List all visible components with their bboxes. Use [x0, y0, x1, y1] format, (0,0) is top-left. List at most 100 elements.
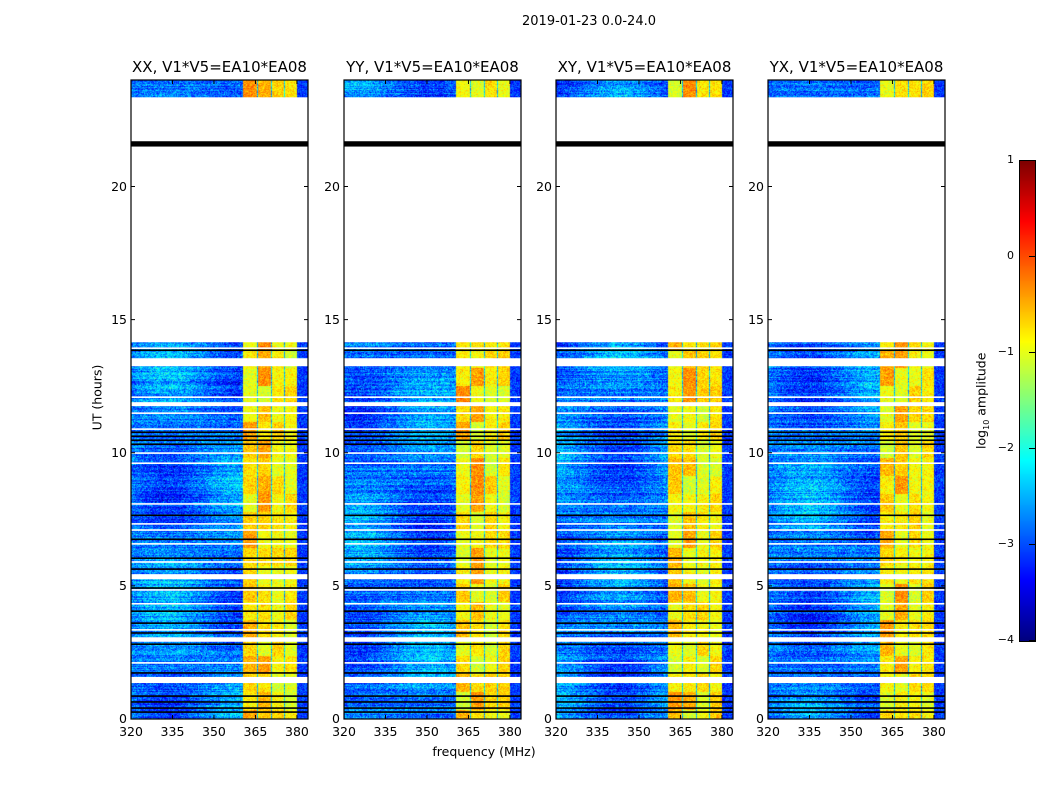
flagged-line [131, 529, 308, 531]
black-line [344, 711, 521, 713]
x-tick-label: 380 [922, 724, 946, 739]
flagged-line [344, 396, 521, 398]
black-line [556, 431, 733, 434]
black-line [556, 622, 733, 624]
black-line [768, 435, 945, 438]
flagged-line [344, 589, 521, 591]
flagged-line [768, 523, 945, 525]
flagged-range [768, 402, 945, 407]
y-tick-label: 15 [536, 311, 552, 327]
flagged-line [556, 561, 733, 563]
y-tick-label: 20 [111, 178, 127, 194]
y-axis-label: UT (hours) [89, 364, 105, 431]
black-line [556, 557, 733, 559]
flagged-line [344, 529, 521, 531]
x-axis-label: frequency (MHz) [432, 744, 536, 759]
black-line [556, 643, 733, 645]
black-line [556, 568, 733, 570]
flagged-line [768, 503, 945, 505]
flagged-line [344, 503, 521, 505]
x-tick-label: 380 [498, 724, 522, 739]
axes-frame [555, 79, 734, 720]
flagged-range [768, 97, 945, 343]
flagged-line [768, 412, 945, 414]
black-line [768, 622, 945, 624]
flagged-range [131, 574, 308, 580]
flagged-line [768, 428, 945, 430]
colorbar-label: log10 amplitude [973, 352, 991, 449]
black-line [768, 701, 945, 703]
black-line [131, 632, 308, 634]
black-line [131, 695, 308, 697]
black-line [768, 349, 945, 352]
flagged-line [556, 629, 733, 631]
flagged-line [344, 428, 521, 430]
panel-overlay [130, 79, 309, 720]
y-tick-label: 5 [332, 577, 340, 593]
colorbar-tick [1029, 352, 1035, 353]
y-tick-label: 0 [544, 711, 552, 726]
black-line [344, 349, 521, 352]
black-band [768, 141, 945, 147]
black-line [131, 514, 308, 517]
black-line [556, 711, 733, 713]
black-line [344, 695, 521, 697]
black-line [344, 568, 521, 570]
flagged-line [556, 602, 733, 605]
y-tick-label: 15 [111, 311, 127, 327]
flagged-range [768, 574, 945, 580]
y-tick-label: 15 [324, 311, 340, 327]
flagged-line [556, 412, 733, 414]
flagged-line [768, 543, 945, 545]
flagged-line [556, 543, 733, 545]
black-line [768, 632, 945, 634]
black-line [344, 701, 521, 703]
flagged-line [131, 452, 308, 454]
flagged-line [131, 523, 308, 525]
colorbar-tick [1029, 160, 1035, 161]
x-tick-label: 320 [332, 724, 356, 739]
flagged-line [344, 452, 521, 454]
x-tick-label: 335 [160, 724, 185, 739]
black-line [556, 707, 733, 709]
x-tick-label: 365 [456, 724, 481, 739]
x-tick-label: 365 [243, 724, 268, 739]
flagged-range [344, 97, 521, 343]
flagged-line [556, 462, 733, 464]
panel-overlay [555, 79, 734, 720]
y-tick-label: 5 [756, 577, 764, 593]
flagged-range [131, 358, 308, 367]
x-tick-label: 380 [710, 724, 734, 739]
figure-title: 2019-01-23 0.0-24.0 [522, 14, 656, 29]
colorbar-tick-label: −1 [997, 345, 1014, 358]
x-tick-label: 335 [585, 724, 610, 739]
y-tick-label: 5 [119, 577, 127, 593]
black-line [556, 443, 733, 446]
black-band [556, 141, 733, 147]
flagged-line [344, 347, 521, 349]
black-line [556, 439, 733, 442]
colorbar-tick [1029, 256, 1035, 257]
black-line [768, 707, 945, 709]
black-line [131, 557, 308, 559]
flagged-line [768, 529, 945, 531]
x-tick-label: 365 [668, 724, 693, 739]
black-line [768, 643, 945, 645]
flagged-range [556, 574, 733, 580]
y-tick-label: 10 [111, 444, 127, 460]
flagged-line [768, 452, 945, 454]
colorbar-tick-label: −4 [997, 633, 1014, 646]
black-line [131, 431, 308, 434]
black-line [768, 587, 945, 589]
black-line [344, 587, 521, 589]
x-tick-label: 365 [880, 724, 905, 739]
black-line [344, 435, 521, 438]
flagged-line [131, 589, 308, 591]
flagged-line [768, 396, 945, 398]
black-band [344, 141, 521, 147]
flagged-line [131, 396, 308, 398]
black-line [556, 695, 733, 697]
flagged-line [556, 523, 733, 525]
flagged-range [556, 358, 733, 367]
flagged-line [131, 347, 308, 349]
